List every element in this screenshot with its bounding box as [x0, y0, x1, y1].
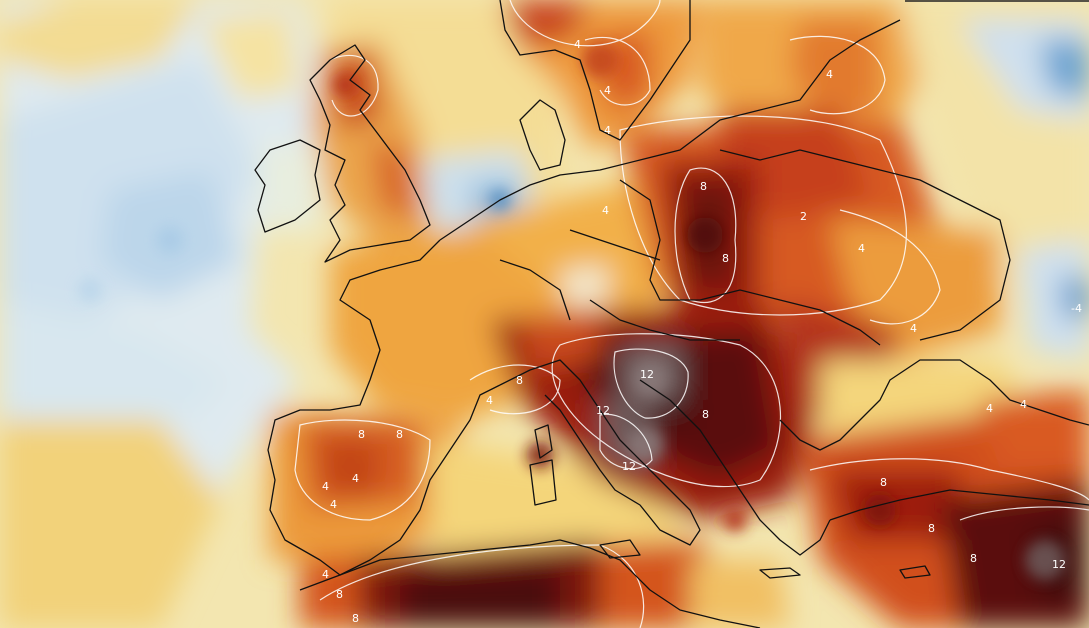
contour-label: 12: [640, 368, 654, 381]
contour-lines: [294, 0, 1089, 628]
contour-label: 8: [928, 522, 935, 535]
contour-label: 4: [604, 84, 611, 97]
contour-label: 2: [800, 210, 807, 223]
contour-label: 4: [602, 204, 609, 217]
contour-label: 8: [970, 552, 977, 565]
contour-label: 12: [596, 404, 610, 417]
coastlines: [254, 0, 1089, 628]
contour-label: 8: [358, 428, 365, 441]
contour-label: 8: [336, 588, 343, 601]
contour-label: 4: [322, 568, 329, 581]
contour-label: 4: [322, 480, 329, 493]
contour-label: 4: [574, 38, 581, 51]
contour-label: 4: [826, 68, 833, 81]
contour-label: 4: [910, 322, 917, 335]
contour-label: 4: [986, 402, 993, 415]
contour-label: 8: [516, 374, 523, 387]
contour-label: 8: [880, 476, 887, 489]
contour-label: 8: [700, 180, 707, 193]
contour-label: 4: [858, 242, 865, 255]
contour-label: -4: [1071, 302, 1082, 315]
contour-labels: 12 -4 12 12 12 8 8 4 4 4 4 4 2 4 4 8 8 4…: [322, 38, 1082, 625]
contour-label: 12: [1052, 558, 1066, 571]
contour-label: 4: [352, 472, 359, 485]
contour-label: 4: [1020, 398, 1027, 411]
contour-label: 12: [622, 460, 636, 473]
contour-label: 8: [396, 428, 403, 441]
contour-label: 4: [330, 498, 337, 511]
contour-label: 8: [702, 408, 709, 421]
contour-label: 8: [352, 612, 359, 625]
contour-label: 4: [486, 394, 493, 407]
contour-label: 8: [722, 252, 729, 265]
contour-label: 4: [604, 124, 611, 137]
